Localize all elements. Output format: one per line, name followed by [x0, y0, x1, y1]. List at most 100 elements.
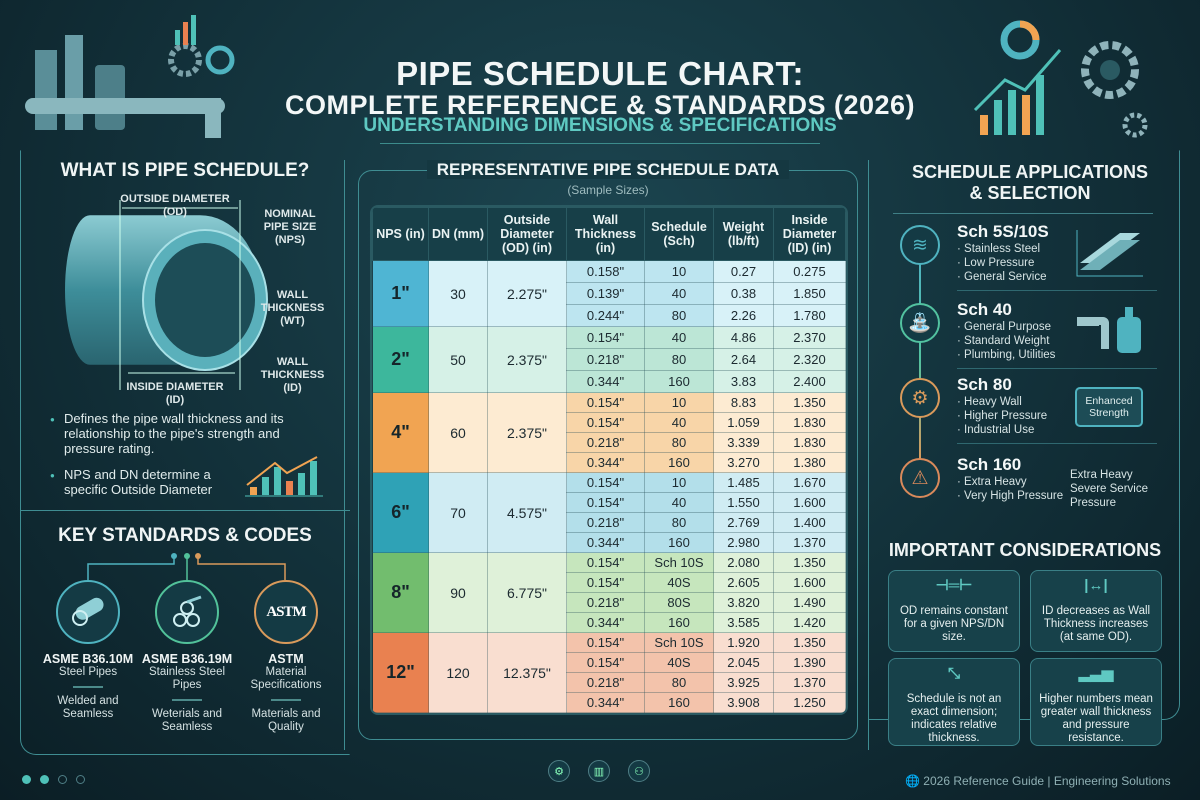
consideration-card: |↔| ID decreases as Wall Thickness incre…: [1030, 570, 1162, 652]
footer-icons: ⚙ ▥ ⚇: [548, 760, 650, 782]
bullet-definition: Defines the pipe wall thickness and its …: [50, 411, 294, 456]
column-header: Wall Thickness (in): [566, 207, 645, 261]
wall-thickness-cell: 0.218": [566, 348, 645, 371]
application-extra: Extra Heavy Severe Service Pressure: [1070, 469, 1148, 509]
applications-heading: SCHEDULE APPLICATIONS & SELECTION: [911, 162, 1148, 203]
table-row: 6" 70 4.575" 0.154" 10 1.485 1.670: [372, 472, 846, 553]
application-bullet: · General Service: [957, 271, 1047, 283]
table-row: 0.344" 160 3.270 1.380: [373, 452, 846, 473]
standard-name: ASME B36.10M: [42, 652, 134, 666]
divider: [20, 510, 350, 511]
standard-card: ASME B36.19M Stainless Steel Pipes Weter…: [137, 580, 237, 734]
growth-chart-illustration: [973, 20, 1148, 138]
dn-cell: 30: [428, 260, 488, 327]
weight-cell: 3.339: [713, 432, 774, 453]
wall-id-label: WALL THICKNESS (ID): [260, 356, 325, 394]
wall-thickness-cell: 0.218": [566, 592, 645, 613]
id-cell: 2.400: [773, 370, 846, 393]
weight-cell: 2.769: [713, 512, 774, 533]
schedule-cell: 80: [644, 304, 714, 327]
page-title-line2: COMPLETE REFERENCE & STANDARDS (2026): [284, 90, 916, 120]
pipe-cross-section-diagram: [65, 200, 268, 390]
table-row: 0.154" 40 1.550 1.600: [373, 492, 846, 513]
id-cell: 1.390: [773, 652, 846, 673]
wall-thickness-cell: 0.158": [566, 260, 645, 283]
column-header: NPS (in): [372, 207, 429, 261]
application-bullet: · Very High Pressure: [957, 490, 1064, 502]
column-header: Inside Diameter (ID) (in): [773, 207, 846, 261]
weight-cell: 2.64: [713, 348, 774, 371]
id-cell: 2.320: [773, 348, 846, 371]
warning-icon: ⚠: [900, 458, 940, 498]
pipe-schedule-table-wrap: NPS (in) DN (mm) Outside Diameter (OD) (in…: [370, 205, 848, 715]
weight-cell: 1.550: [713, 492, 774, 513]
weight-cell: 1.485: [713, 472, 774, 493]
column-header: Weight (lb/ft): [713, 207, 774, 261]
page-dot-active[interactable]: [40, 775, 49, 784]
application-item: Sch 160 · Extra Heavy · Very High Pressure: [957, 455, 1167, 503]
standards-heading: KEY STANDARDS & CODES: [58, 525, 312, 546]
page-dots[interactable]: [22, 775, 85, 784]
table-row: 4" 60 2.375" 0.154" 10 8.83 1.350: [372, 392, 846, 473]
page-subtitle: UNDERSTANDING DIMENSIONS & SPECIFICATION…: [363, 115, 837, 136]
nps-cell: 8": [372, 552, 429, 633]
od-cell: 2.375": [487, 326, 567, 393]
application-bullet: · Higher Pressure: [957, 410, 1048, 422]
id-cell: 1.850: [773, 282, 846, 305]
nps-cell: 1": [372, 260, 429, 327]
application-bullet: · Industrial Use: [957, 424, 1035, 436]
wall-thickness-cell: 0.344": [566, 612, 645, 633]
divider: [73, 686, 103, 688]
nps-cell: 4": [372, 392, 429, 473]
dn-cell: 60: [428, 392, 488, 473]
table-row: 2" 50 2.375" 0.154" 40 4.86 2.370: [372, 326, 846, 393]
wall-thickness-cell: 0.344": [566, 692, 645, 713]
application-item: Sch 5S/10S · Stainless Steel · Low Pressur…: [957, 222, 1167, 284]
standard-desc: Stainless Steel Pipes: [148, 666, 226, 691]
page-dot[interactable]: [58, 775, 67, 784]
gear-icon: ⚙: [548, 760, 570, 782]
nps-cell: 2": [372, 326, 429, 393]
schedule-cell: 160: [644, 692, 714, 713]
left-panel: [20, 150, 350, 755]
od-cell: 4.575": [487, 472, 567, 553]
wall-thickness-cell: 0.154": [566, 412, 645, 433]
table-row: 12" 120 12.375" 0.154" Sch 10S 1.920 1.350: [372, 632, 846, 713]
divider: [344, 160, 345, 750]
consideration-text: ID decreases as Wall Thickness increases…: [1041, 605, 1151, 643]
consideration-text: Schedule is not an exact dimension; indi…: [906, 693, 1002, 744]
chart-icon: ▥: [588, 760, 610, 782]
weight-cell: 3.83: [713, 370, 774, 393]
id-cell: 1.380: [773, 452, 846, 473]
application-bullet: · General Purpose: [957, 321, 1051, 333]
schedule-cell: 40: [644, 492, 714, 513]
schedule-cell: 40: [644, 326, 714, 349]
id-cell: 1.420: [773, 612, 846, 633]
dn-cell: 70: [428, 472, 488, 553]
wall-thickness-cell: 0.344": [566, 532, 645, 553]
dn-cell: 120: [428, 632, 488, 713]
pipes-bundle-icon: [155, 580, 219, 644]
pipe-icon: [56, 580, 120, 644]
people-icon: ⚇: [628, 760, 650, 782]
id-cell: 1.600: [773, 492, 846, 513]
dn-cell: 50: [428, 326, 488, 393]
connector-lines: [87, 553, 286, 580]
standard-note: Welded and Seamless: [57, 695, 119, 720]
wall-thickness-cell: 0.154": [566, 652, 645, 673]
schedule-cell: 40S: [644, 652, 714, 673]
page-dot-active[interactable]: [22, 775, 31, 784]
wall-thickness-cell: 0.154": [566, 632, 645, 653]
pipe-schedule-table: NPS (in) DN (mm) Outside Diameter (OD) (in…: [372, 207, 846, 713]
table-row: 1" 30 2.275" 0.158" 10 0.27 0.275: [372, 260, 846, 327]
id-cell: 1.350: [773, 552, 846, 573]
schedule-cell: Sch 10S: [644, 552, 714, 573]
standard-desc: Steel Pipes: [58, 666, 118, 678]
application-title: Sch 80: [957, 375, 1012, 394]
consideration-card: ⤡ Schedule is not an exact dimension; in…: [888, 658, 1020, 746]
table-row: 0.344" 160 3.908 1.250: [373, 692, 846, 713]
table-row: 0.218" 80 2.64 2.320: [373, 348, 846, 371]
wt-label: WALL THICKNESS (WT): [260, 289, 325, 327]
page-dot[interactable]: [76, 775, 85, 784]
id-cell: 0.275: [773, 260, 846, 283]
